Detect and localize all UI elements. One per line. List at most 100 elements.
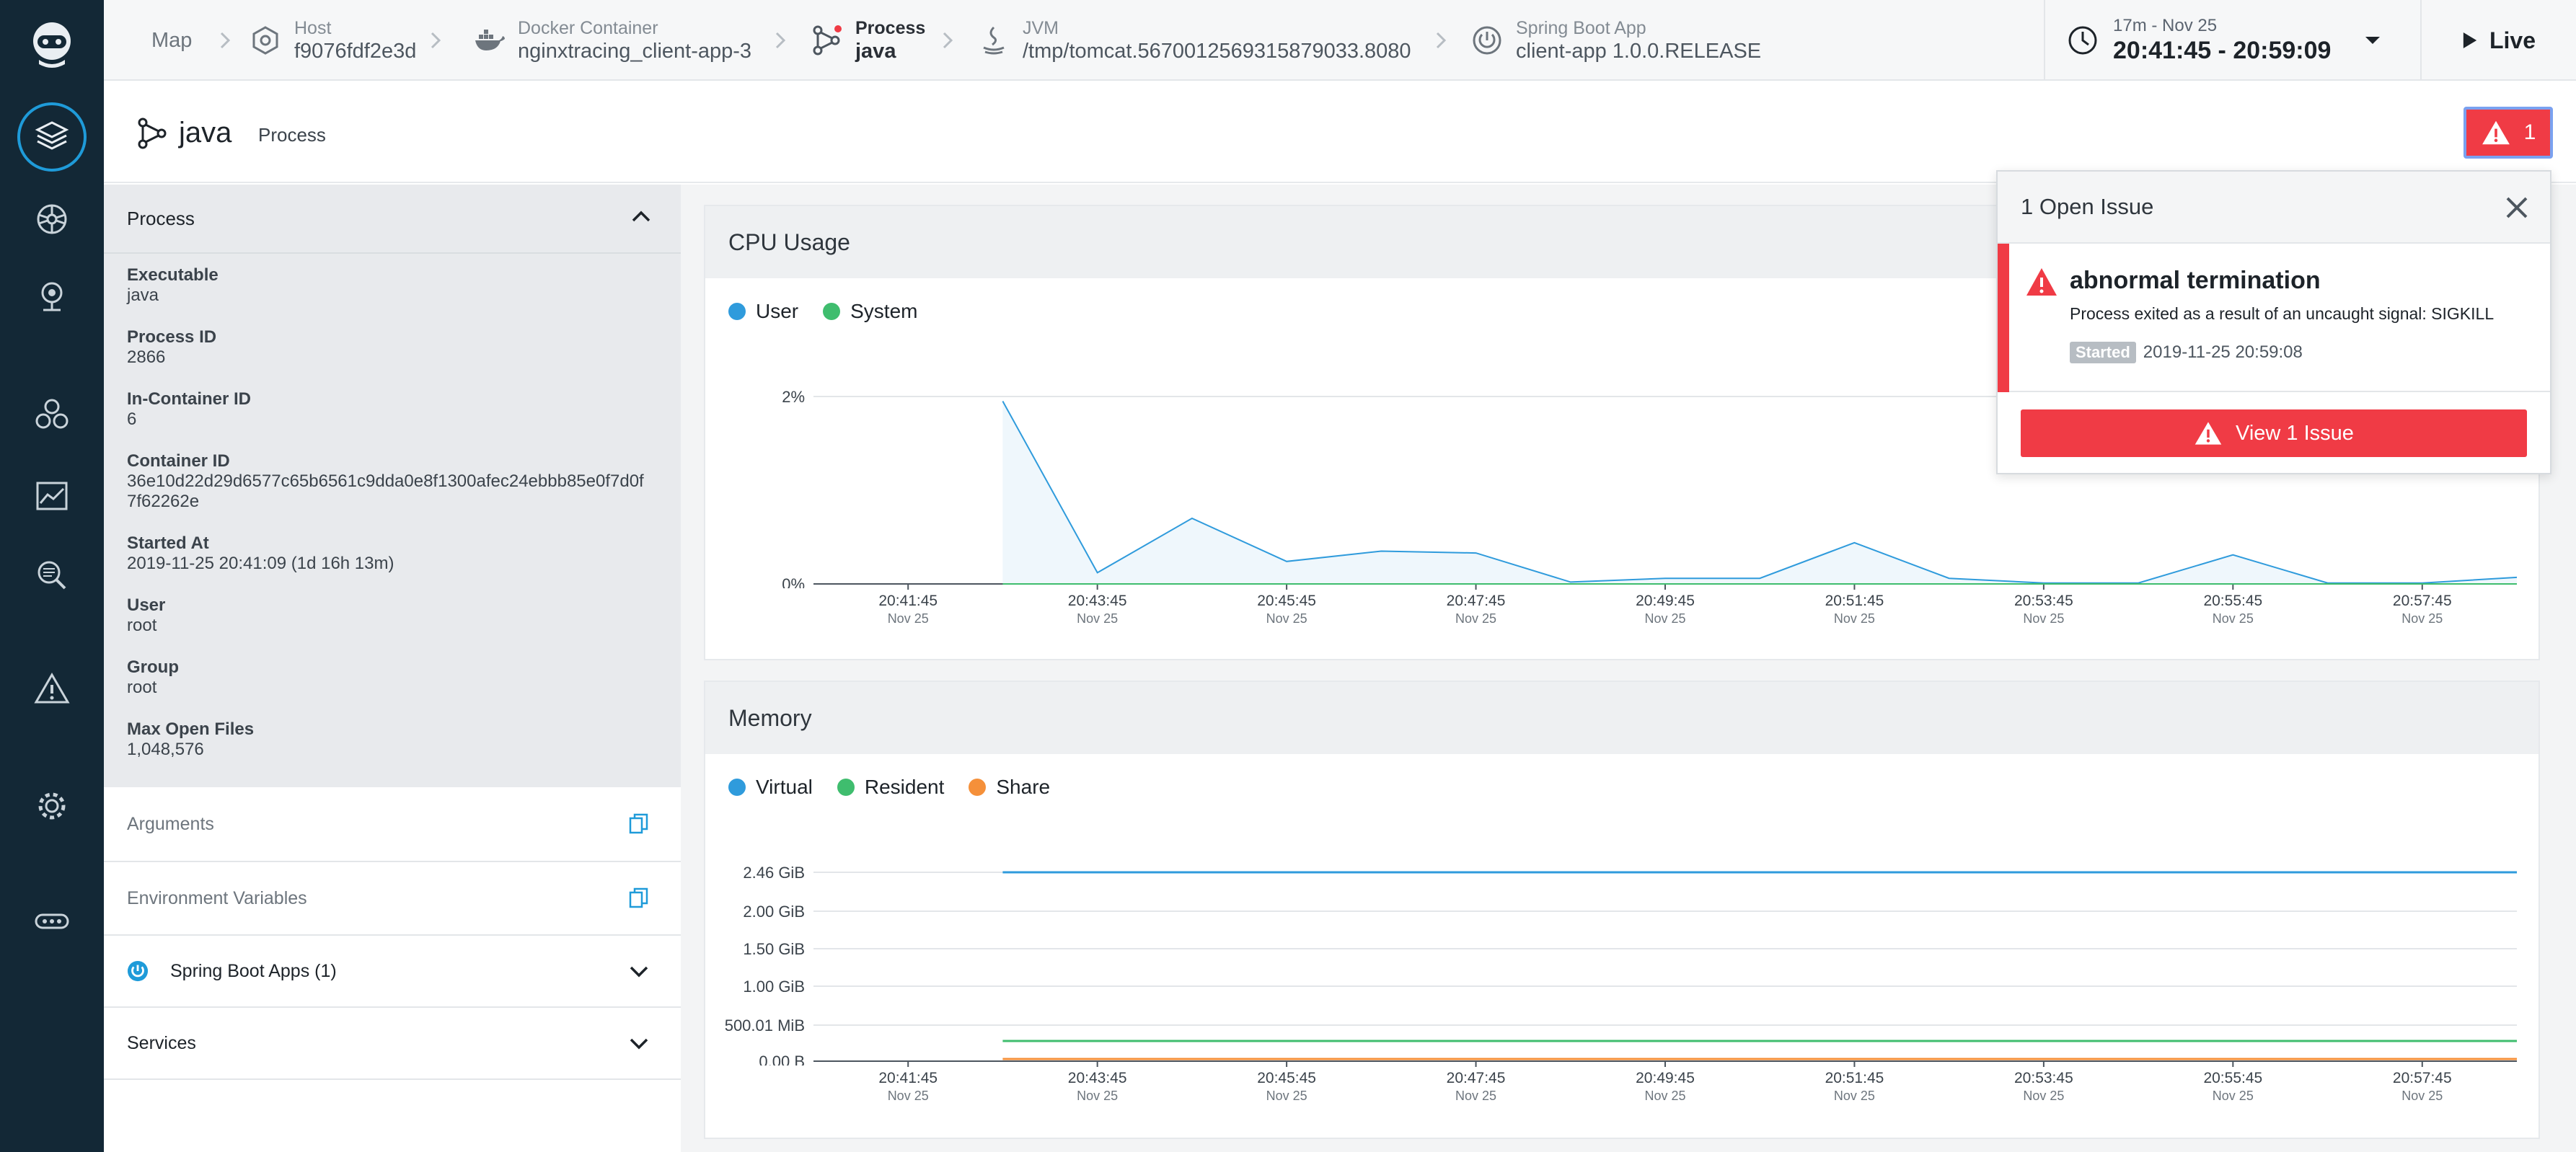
issues-popover: 1 Open Issue abnormal termination Proces… <box>1996 170 2551 474</box>
services-icon[interactable] <box>0 379 104 448</box>
spring-boot-icon <box>127 960 149 982</box>
legend-dot <box>837 779 855 796</box>
prop-key: Container ID <box>127 451 230 471</box>
chevron-right-icon <box>775 32 786 49</box>
breadcrumb: Map Host f9076fdf2e3d Docker Container n… <box>104 0 2576 81</box>
arguments-row[interactable]: Arguments <box>104 787 681 862</box>
prop-user: User root <box>127 595 653 636</box>
memory-chart[interactable]: 2.46 GiB 2.00 GiB 1.50 GiB 1.00 GiB 500.01 M… <box>705 812 2538 1115</box>
kubernetes-icon[interactable] <box>0 185 104 254</box>
x-tick-sublabel: Nov 25 <box>1266 1089 1307 1103</box>
legend-item-user[interactable]: User <box>728 300 798 323</box>
process-section-header[interactable]: Process <box>104 185 681 254</box>
spring-boot-apps-row[interactable]: Spring Boot Apps (1) <box>104 936 681 1008</box>
legend-item-resident[interactable]: Resident <box>837 776 944 799</box>
x-tick-sublabel: Nov 25 <box>1455 611 1496 626</box>
x-tick-label: 20:45:45 <box>1257 593 1316 609</box>
close-icon[interactable] <box>2504 195 2530 221</box>
y-tick-label: 500.01 MiB <box>725 1016 805 1034</box>
series-line-user <box>1002 401 2518 584</box>
legend-label: Share <box>996 776 1051 798</box>
breadcrumb-host-type: Host <box>294 18 332 38</box>
legend-item-system[interactable]: System <box>823 300 917 323</box>
process-properties: Process Executable java Process ID 2866 … <box>104 185 681 787</box>
live-button[interactable]: Live <box>2420 0 2576 81</box>
breadcrumb-springboot[interactable]: Spring Boot App client-app 1.0.0.RELEASE <box>1471 0 1761 81</box>
settings-icon[interactable] <box>0 771 104 841</box>
breadcrumb-process-value: java <box>855 40 896 63</box>
prop-value: root <box>127 616 157 635</box>
view-issues-label: View 1 Issue <box>2236 421 2354 445</box>
x-tick-sublabel: Nov 25 <box>2401 1089 2443 1103</box>
services-row[interactable]: Services <box>104 1008 681 1080</box>
breadcrumb-jvm-value: /tmp/tomcat.5670012569315879033.8080 <box>1023 40 1411 63</box>
warning-icon <box>2482 120 2510 145</box>
clock-icon <box>2068 26 2097 55</box>
prop-key: Process ID <box>127 327 217 347</box>
issue-title: abnormal termination <box>2070 267 2321 294</box>
search-icon[interactable] <box>0 541 104 610</box>
x-tick-sublabel: Nov 25 <box>1455 1089 1496 1103</box>
x-tick-sublabel: Nov 25 <box>1644 611 1685 626</box>
legend-label: System <box>850 300 918 322</box>
breadcrumb-host[interactable]: Host f9076fdf2e3d <box>250 0 416 81</box>
x-tick-sublabel: Nov 25 <box>1834 1089 1875 1103</box>
map-pin-icon[interactable] <box>0 262 104 332</box>
breadcrumb-map[interactable]: Map <box>151 0 192 81</box>
x-tick-label: 20:49:45 <box>1636 593 1695 609</box>
legend-item-virtual[interactable]: Virtual <box>728 776 813 799</box>
started-badge: Started <box>2070 342 2136 363</box>
breadcrumb-springboot-value: client-app 1.0.0.RELEASE <box>1516 40 1762 63</box>
prop-key: In-Container ID <box>127 389 251 409</box>
x-tick-label: 20:55:45 <box>2203 1070 2262 1086</box>
prop-process-id: Process ID 2866 <box>127 327 653 368</box>
legend-dot <box>728 779 746 796</box>
alerts-icon[interactable] <box>0 655 104 724</box>
dashboards-icon[interactable] <box>0 461 104 531</box>
time-picker[interactable]: 17m - Nov 25 20:41:45 - 20:59:09 <box>2044 0 2419 81</box>
infrastructure-icon[interactable] <box>0 102 104 172</box>
prop-value: 6 <box>127 409 137 429</box>
memory-title: Memory <box>728 704 812 731</box>
x-tick-sublabel: Nov 25 <box>2213 611 2254 626</box>
breadcrumb-host-value: f9076fdf2e3d <box>294 40 417 63</box>
x-tick-sublabel: Nov 25 <box>1644 1089 1685 1103</box>
warning-icon <box>2195 422 2222 445</box>
prop-executable: Executable java <box>127 265 653 306</box>
started-time: 2019-11-25 20:59:08 <box>2143 342 2303 362</box>
environment-variables-row[interactable]: Environment Variables <box>104 862 681 936</box>
breadcrumb-container[interactable]: Docker Container nginxtracing_client-app… <box>473 0 751 81</box>
spring-boot-apps-label: Spring Boot Apps (1) <box>170 960 337 981</box>
open-issues-button[interactable]: 1 <box>2463 107 2553 159</box>
nav-rail <box>0 0 104 1152</box>
issue-item[interactable]: abnormal termination Process exited as a… <box>1998 244 2550 392</box>
y-tick-label: 2.00 GiB <box>743 903 805 921</box>
prop-value: 1,048,576 <box>127 740 204 759</box>
prop-value: root <box>127 678 157 697</box>
memory-header: Memory <box>705 682 2538 754</box>
legend-item-share[interactable]: Share <box>969 776 1050 799</box>
issue-count: 1 <box>2523 120 2536 144</box>
view-issues-button[interactable]: View 1 Issue <box>2021 409 2527 457</box>
prop-key: Group <box>127 657 179 677</box>
x-tick-sublabel: Nov 25 <box>1077 611 1118 626</box>
breadcrumb-process[interactable]: Process java <box>811 0 925 81</box>
x-tick-label: 20:49:45 <box>1636 1070 1695 1086</box>
legend-dot <box>728 303 746 320</box>
prop-max-open-files: Max Open Files 1,048,576 <box>127 719 653 760</box>
breadcrumb-jvm[interactable]: JVM /tmp/tomcat.5670012569315879033.8080 <box>978 0 1411 81</box>
logo-icon[interactable] <box>0 6 104 85</box>
x-tick-label: 20:55:45 <box>2203 593 2262 609</box>
prop-value: java <box>127 285 159 305</box>
prop-started-at: Started At 2019-11-25 20:41:09 (1d 16h 1… <box>127 533 653 574</box>
host-icon <box>252 26 278 55</box>
x-tick-label: 20:47:45 <box>1447 1070 1506 1086</box>
copy-icon[interactable] <box>627 887 650 910</box>
y-tick-label: 1.00 GiB <box>743 978 805 996</box>
x-tick-label: 20:53:45 <box>2014 1070 2073 1086</box>
more-icon[interactable] <box>0 887 104 956</box>
copy-icon[interactable] <box>627 812 650 836</box>
issues-popover-header: 1 Open Issue <box>1998 172 2550 244</box>
chevron-right-icon <box>943 32 953 49</box>
